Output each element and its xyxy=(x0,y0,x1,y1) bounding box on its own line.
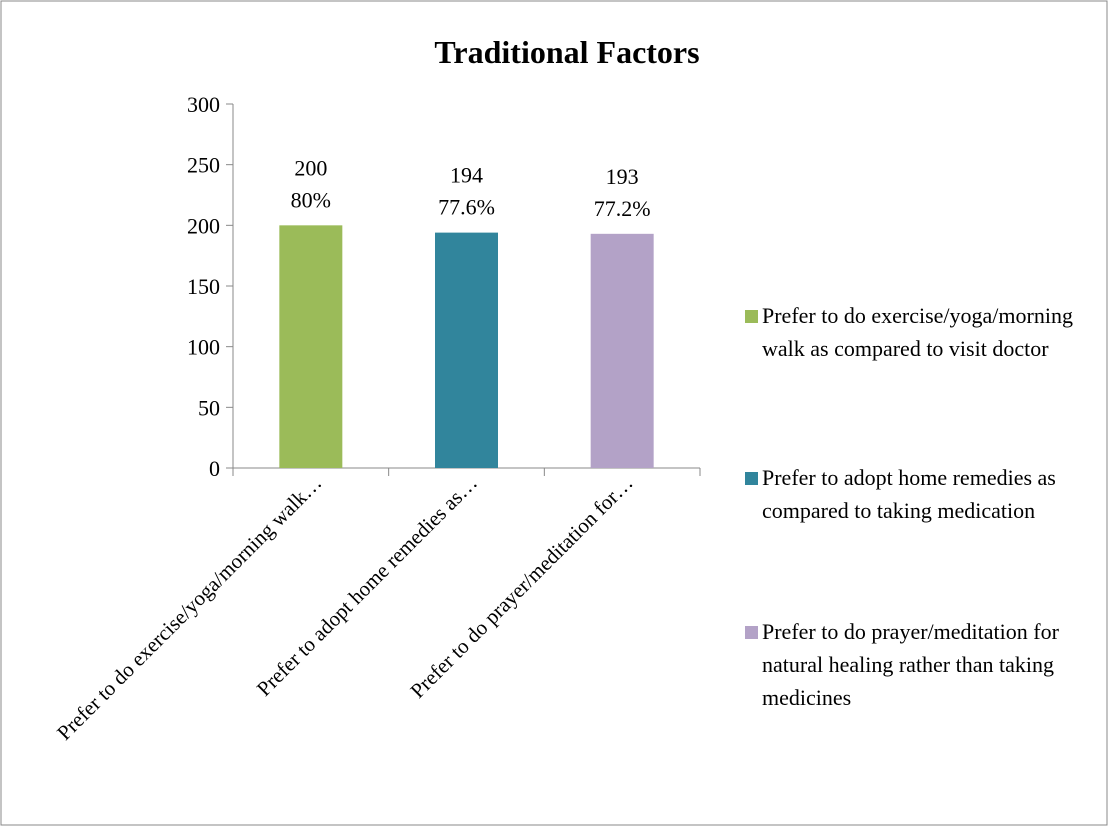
y-tick-label: 100 xyxy=(187,335,220,360)
legend-line: Prefer to do prayer/meditation for xyxy=(762,619,1060,644)
legend-line: natural healing rather than taking xyxy=(762,652,1054,677)
y-tick-label: 150 xyxy=(187,274,220,299)
legend-label: Prefer to do prayer/meditation for natura… xyxy=(762,619,1060,710)
percent-label: 77.6% xyxy=(438,195,495,220)
legend-line: compared to taking medication xyxy=(762,498,1035,523)
value-label: 200 xyxy=(294,155,327,180)
bar xyxy=(590,233,654,468)
legend-label: Prefer to do exercise/yoga/morning walk a… xyxy=(762,303,1073,361)
legend-line: Prefer to adopt home remedies as xyxy=(762,465,1056,490)
value-label: 193 xyxy=(606,164,639,189)
y-tick-label: 300 xyxy=(187,92,220,117)
legend-swatch xyxy=(745,626,758,639)
legend-label: Prefer to adopt home remedies as compared… xyxy=(762,465,1056,523)
chart-title: Traditional Factors xyxy=(434,34,699,70)
legend-swatch xyxy=(745,310,758,323)
y-tick-label: 200 xyxy=(187,213,220,238)
legend-line: walk as compared to visit doctor xyxy=(762,336,1049,361)
legend-line: medicines xyxy=(762,685,851,710)
legend-swatch xyxy=(745,472,758,485)
bar xyxy=(279,225,343,468)
value-label: 194 xyxy=(450,163,483,188)
percent-label: 80% xyxy=(291,187,331,212)
y-tick-label: 0 xyxy=(209,456,220,481)
bar xyxy=(435,232,498,468)
y-tick-label: 250 xyxy=(187,153,220,178)
legend-line: Prefer to do exercise/yoga/morning xyxy=(762,303,1073,328)
percent-label: 77.2% xyxy=(594,196,651,221)
y-tick-label: 50 xyxy=(198,395,220,420)
